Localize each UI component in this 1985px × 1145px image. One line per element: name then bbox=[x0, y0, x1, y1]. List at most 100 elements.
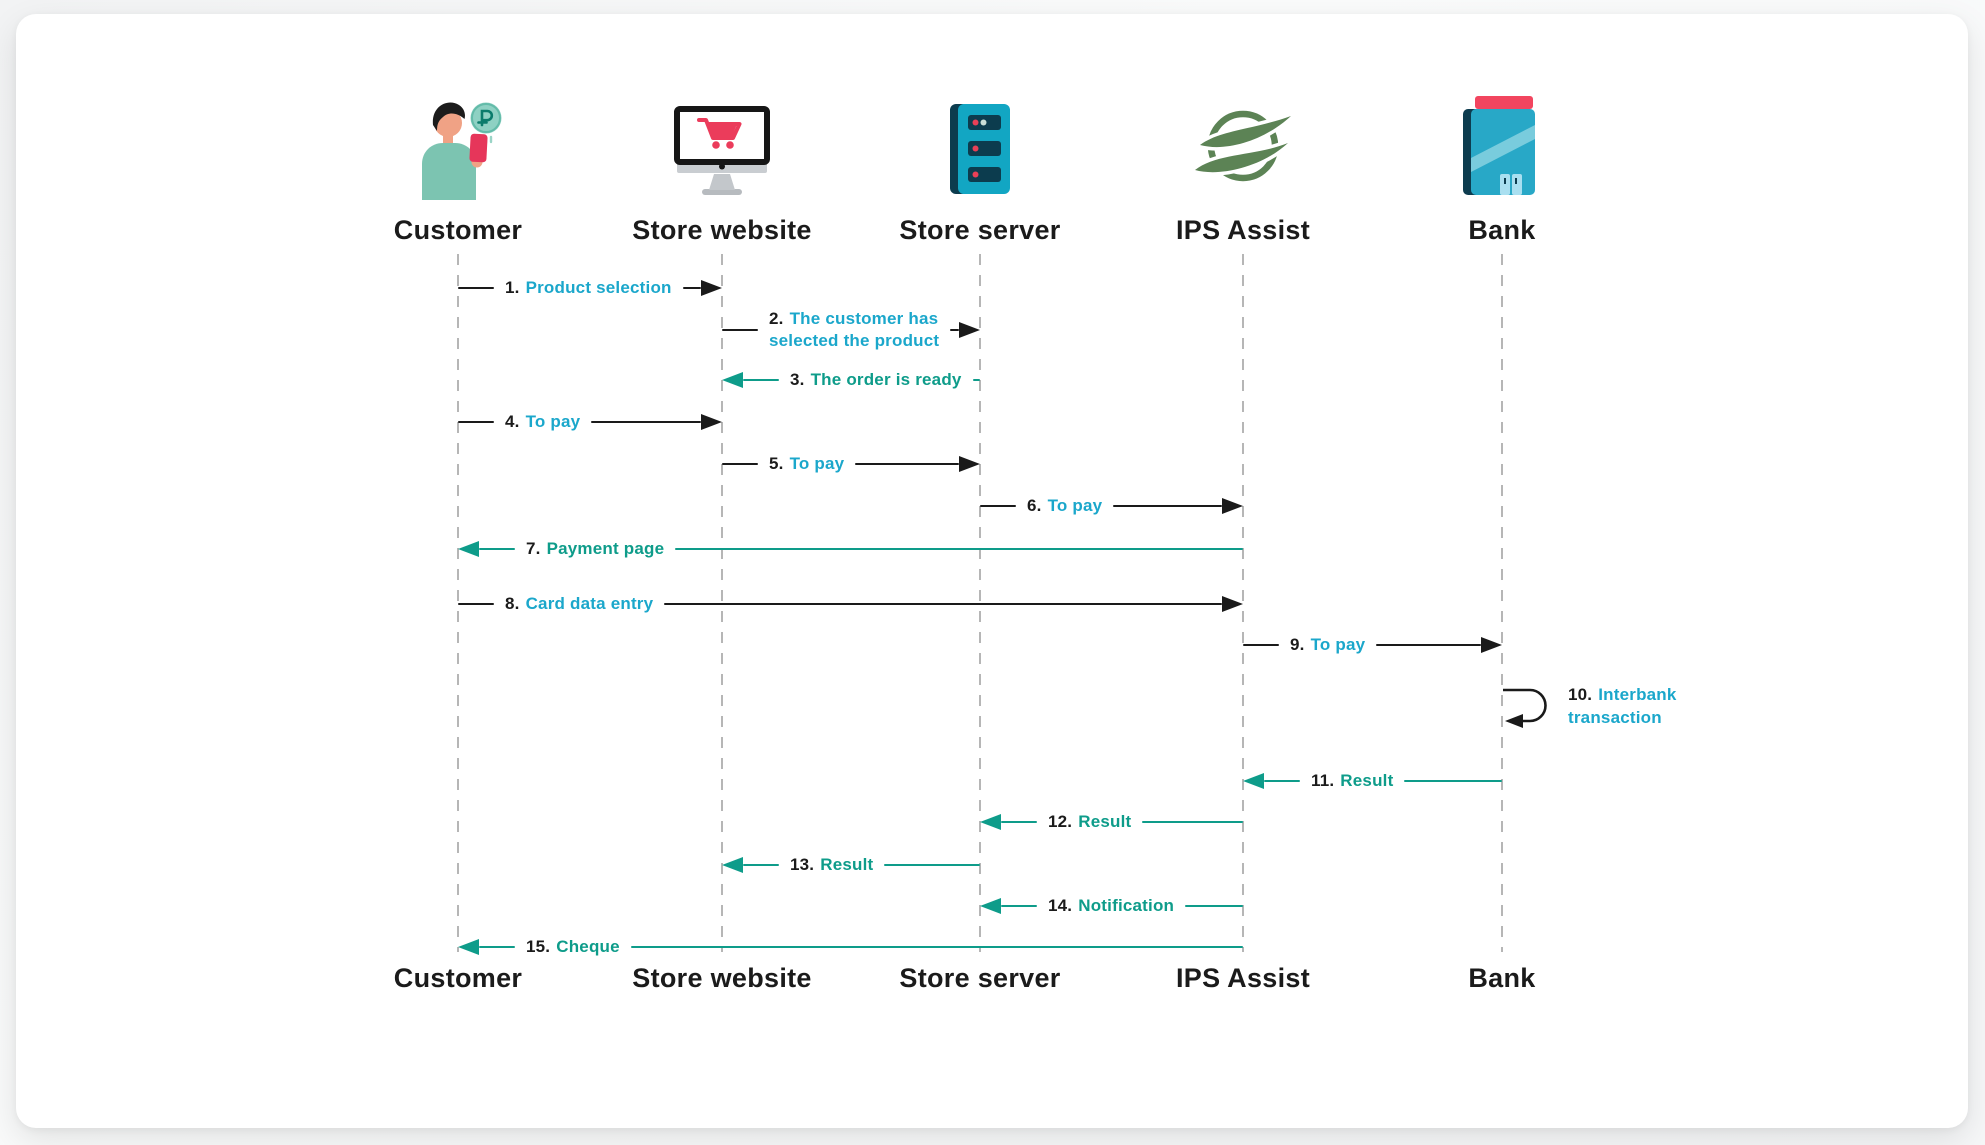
message-label: To pay bbox=[789, 454, 845, 473]
sequence-diagram-card: Customer Customer Store website Store webs… bbox=[16, 14, 1968, 1128]
message-label: To pay bbox=[1047, 496, 1103, 515]
message-label: The order is ready bbox=[810, 370, 962, 389]
arrow-line bbox=[458, 286, 494, 290]
store-website-icon bbox=[662, 104, 782, 204]
message-1: 1. Product selection bbox=[458, 275, 722, 301]
arrow-line bbox=[743, 378, 779, 382]
message-number: 3. bbox=[790, 370, 805, 389]
message-text: 12. Result bbox=[1037, 811, 1142, 833]
arrow-line bbox=[479, 945, 515, 949]
message-number: 11. bbox=[1311, 771, 1335, 790]
message-label: transaction bbox=[1568, 708, 1662, 727]
arrow-line bbox=[1185, 904, 1243, 908]
message-text: 8. Card data entry bbox=[494, 593, 664, 615]
message-number: 6. bbox=[1027, 496, 1042, 515]
arrowhead-left bbox=[722, 857, 743, 873]
message-number: 9. bbox=[1290, 635, 1305, 654]
message-label: Cheque bbox=[556, 937, 620, 956]
arrowhead-right bbox=[701, 280, 722, 296]
arrow-line bbox=[682, 286, 701, 290]
message-label: Payment page bbox=[546, 539, 665, 558]
message-number: 8. bbox=[505, 594, 520, 613]
actor-label-top-bank: Bank bbox=[1468, 215, 1536, 245]
arrow-line bbox=[884, 863, 980, 867]
arrowhead-right bbox=[1222, 596, 1243, 612]
message-label: Product selection bbox=[525, 278, 672, 297]
message-label: Result bbox=[1340, 771, 1394, 790]
message-8: 8. Card data entry bbox=[458, 591, 1243, 617]
arrowhead-right bbox=[701, 414, 722, 430]
message-4: 4. To pay bbox=[458, 409, 722, 435]
message-number: 5. bbox=[769, 454, 784, 473]
ips-assist-icon bbox=[1188, 100, 1298, 197]
message-number: 13. bbox=[790, 855, 815, 874]
message-3: 3. The order is ready bbox=[722, 367, 980, 393]
message-label: The customer has bbox=[789, 309, 939, 328]
message-text: 10. Interbank transaction bbox=[1568, 683, 1677, 729]
message-number: 4. bbox=[505, 412, 520, 431]
arrow-line bbox=[1001, 904, 1037, 908]
message-text: 11. Result bbox=[1300, 770, 1404, 792]
message-number: 12. bbox=[1048, 812, 1073, 831]
actor-label-top-server: Store server bbox=[899, 215, 1061, 245]
message-text: 3. The order is ready bbox=[779, 369, 973, 391]
message-text: 4. To pay bbox=[494, 411, 591, 433]
arrowhead-left bbox=[722, 372, 743, 388]
arrowhead-right bbox=[1222, 498, 1243, 514]
actor-label-bottom-customer: Customer bbox=[393, 963, 523, 993]
arrow-line bbox=[1376, 643, 1481, 647]
actor-label-bottom-bank: Bank bbox=[1468, 963, 1536, 993]
arrow-line bbox=[675, 547, 1243, 551]
message-text: 1. Product selection bbox=[494, 277, 683, 299]
message-label: Result bbox=[1078, 812, 1132, 831]
actor-label-top-ips: IPS Assist bbox=[1175, 215, 1311, 245]
arrowhead-right bbox=[1481, 637, 1502, 653]
arrow-line bbox=[479, 547, 515, 551]
arrowhead-left bbox=[458, 541, 479, 557]
message-15: 15. Cheque bbox=[458, 934, 1243, 960]
store-server-icon bbox=[945, 102, 1015, 201]
message-14: 14. Notification bbox=[980, 893, 1243, 919]
message-label: To pay bbox=[525, 412, 581, 431]
message-label: Card data entry bbox=[525, 594, 654, 613]
arrow-line bbox=[458, 420, 494, 424]
lifeline-bank bbox=[1500, 254, 1504, 952]
actor-label-top-customer: Customer bbox=[393, 215, 523, 245]
message-5: 5. To pay bbox=[722, 451, 980, 477]
self-loop-arrow bbox=[1503, 688, 1547, 728]
arrowhead-right bbox=[959, 456, 980, 472]
message-text: 2. The customer has selected the product bbox=[758, 308, 950, 352]
arrow-line bbox=[591, 420, 701, 424]
message-text: 5. To pay bbox=[758, 453, 855, 475]
message-number: 2. bbox=[769, 309, 784, 328]
arrow-line bbox=[743, 863, 779, 867]
message-7: 7. Payment page bbox=[458, 536, 1243, 562]
message-2: 2. The customer has selected the product bbox=[722, 307, 980, 353]
arrowhead-left bbox=[980, 814, 1001, 830]
message-text: 9. To pay bbox=[1279, 634, 1376, 656]
message-12: 12. Result bbox=[980, 809, 1243, 835]
message-9: 9. To pay bbox=[1243, 632, 1502, 658]
arrow-line bbox=[980, 504, 1016, 508]
lifeline-customer bbox=[456, 254, 460, 952]
message-number: 14. bbox=[1048, 896, 1073, 915]
arrow-line bbox=[855, 462, 959, 466]
customer-icon bbox=[398, 92, 518, 205]
message-text: 15. Cheque bbox=[515, 936, 631, 958]
message-text: 13. Result bbox=[779, 854, 884, 876]
message-label: Interbank bbox=[1598, 685, 1677, 704]
arrow-line bbox=[458, 602, 494, 606]
message-11: 11. Result bbox=[1243, 768, 1502, 794]
arrowhead-left bbox=[458, 939, 479, 955]
message-6: 6. To pay bbox=[980, 493, 1243, 519]
arrowhead-right bbox=[959, 322, 980, 338]
actor-label-top-website: Store website bbox=[632, 215, 812, 245]
message-text: 6. To pay bbox=[1016, 495, 1113, 517]
message-self-loop bbox=[1502, 684, 1560, 735]
message-text: 7. Payment page bbox=[515, 538, 675, 560]
message-label: Notification bbox=[1078, 896, 1175, 915]
arrow-line bbox=[972, 378, 980, 382]
arrow-line bbox=[722, 462, 758, 466]
arrow-line bbox=[1001, 820, 1037, 824]
